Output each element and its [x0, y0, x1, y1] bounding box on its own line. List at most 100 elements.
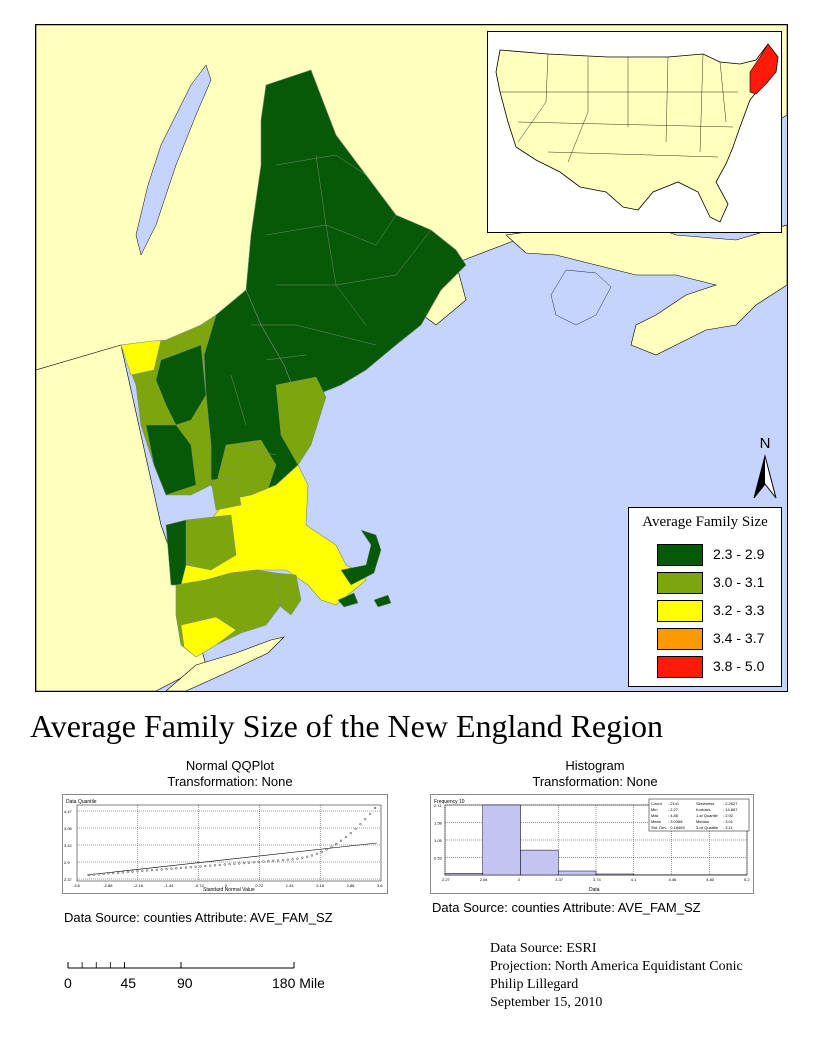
island-2: [373, 594, 392, 608]
long-island: [165, 636, 285, 691]
histogram-stat: : 3.11: [723, 825, 733, 830]
legend-label: 3.4 - 3.7: [713, 630, 765, 646]
qqplot-x-tick: -1.44: [164, 883, 174, 888]
histogram-x-tick: 3.37: [555, 877, 564, 882]
qqplot-point: [228, 863, 231, 866]
histogram-ylabel: Frequency 10: [434, 799, 465, 805]
state-lines: [500, 53, 738, 163]
north-arrow: N: [748, 436, 782, 500]
scale-label: 180 Miles: [272, 975, 324, 991]
qqplot-y-tick: 3.95: [64, 826, 73, 831]
qqplot-point: [141, 869, 144, 872]
histogram-stat: : 2.92: [723, 813, 734, 818]
histogram-x-tick: 4.83: [706, 877, 715, 882]
histogram-stat: Count: [651, 801, 663, 806]
histogram-y-tick: 1.05: [434, 838, 443, 843]
histogram-y-tick: 1.58: [434, 821, 443, 826]
qqplot-point: [252, 861, 255, 864]
qqplot-x-tick: -3.6: [73, 883, 81, 888]
qqplot-point: [102, 872, 105, 875]
credit-date: September 15, 2010: [490, 995, 603, 1010]
island-1: [337, 592, 359, 608]
histogram-stat: : 2.2627: [723, 801, 738, 806]
histogram-stat: Max: [651, 813, 659, 818]
main-map[interactable]: [35, 24, 788, 692]
north-arrow-icon: [753, 454, 777, 499]
scale-label: 45: [121, 975, 137, 991]
histogram-x-tick: 5.2: [744, 877, 750, 882]
map-title: Average Family Size of the New England R…: [30, 708, 664, 744]
histogram-stat: Median: [696, 819, 709, 824]
legend-swatch: [657, 656, 703, 678]
ma-county-green-north: [210, 476, 242, 511]
qqplot-point: [276, 859, 280, 862]
qqplot-point: [112, 872, 115, 875]
nova-scotia: [505, 219, 787, 356]
qqplot-point: [344, 836, 348, 839]
qqplot-point: [369, 812, 372, 815]
histogram-stats-box: [648, 798, 750, 832]
qqplot-point: [330, 845, 333, 849]
scale-label: 90: [177, 975, 193, 991]
county-lines: [230, 154, 432, 456]
histogram-bar: [444, 873, 483, 876]
histogram-x-tick: 4.46: [669, 877, 678, 882]
qqplot-point: [107, 872, 110, 875]
qqplot-point: [267, 860, 270, 863]
qqplot-svg: Data Quantile Standard Normal Value -3.6…: [64, 799, 383, 893]
qqplot-point: [320, 850, 323, 853]
vt-county-dark-2: [145, 424, 197, 496]
qqplot-point: [257, 860, 260, 864]
histogram-stat: : 2141: [668, 801, 680, 806]
qqplot-reference-line: [86, 842, 378, 876]
qqplot-point: [286, 858, 289, 861]
histogram-source: Data Source: counties Attribute: AVE_FAM…: [432, 900, 701, 915]
histogram-stat: : 2.27: [668, 807, 679, 812]
histogram-bar: [595, 873, 634, 876]
qqplot-y-tick: 2.37: [64, 877, 73, 882]
histogram-svg: Frequency 10 Data 2.27 2.64 3 3.37 3.74 4.1 4.…: [434, 798, 750, 893]
qqplot-point: [373, 806, 377, 810]
legend-swatch: [657, 628, 703, 650]
qqplot-point: [238, 862, 241, 865]
qqplot-point: [339, 839, 343, 842]
histogram-x-tick: 3.74: [593, 877, 602, 882]
qqplot-x-tick: 2.16: [316, 883, 325, 888]
north-arrow-label: N: [759, 435, 771, 452]
continental-us: [495, 43, 779, 223]
qqplot-point: [165, 867, 168, 871]
legend-item: 3.2 - 3.3: [657, 600, 781, 622]
qqplot-x-tick: 0.72: [255, 883, 264, 888]
histogram-x-tick: 4.1: [631, 877, 637, 882]
me-county-green: [275, 376, 327, 466]
cape-cod: [340, 529, 382, 586]
histogram-x-tick: 2.27: [442, 877, 451, 882]
maine: [245, 69, 467, 401]
histogram-title: Histogram Transformation: None: [495, 758, 695, 790]
qqplot-point: [204, 864, 207, 868]
qqplot-point: [364, 818, 367, 821]
qqplot-title-text: Normal QQPlot: [185, 758, 275, 773]
qqplot-point: [184, 866, 188, 869]
legend-swatch: [657, 572, 703, 594]
qqplot-frame: [76, 804, 382, 882]
us-locator-inset: [487, 31, 782, 233]
legend-item: 2.3 - 2.9: [657, 544, 781, 566]
histogram-stat: : 3.01: [723, 819, 734, 824]
histogram-stat: 1-st Quartile: [696, 813, 719, 818]
credit-data-source: Data Source: ESRI: [490, 941, 597, 956]
histogram-stat: Min: [651, 807, 657, 812]
qqplot-y-tick: 2.9: [64, 860, 70, 865]
qqplot-point: [180, 866, 183, 870]
qqplot-xlabel: Standard Normal Value: [203, 887, 255, 893]
qqplot-point: [175, 867, 178, 870]
vt-county-dark-1: [155, 344, 207, 426]
qqplot-point: [160, 868, 163, 871]
histogram-bar: [482, 804, 521, 876]
qqplot-point: [359, 823, 362, 826]
new-england-highlight: [749, 43, 779, 95]
scale-bar-svg: 0 45 90 180 Miles: [64, 962, 332, 991]
qqplot-point: [87, 873, 91, 877]
qqplot-point: [281, 858, 284, 862]
qqplot-source: Data Source: counties Attribute: AVE_FAM…: [64, 910, 333, 925]
